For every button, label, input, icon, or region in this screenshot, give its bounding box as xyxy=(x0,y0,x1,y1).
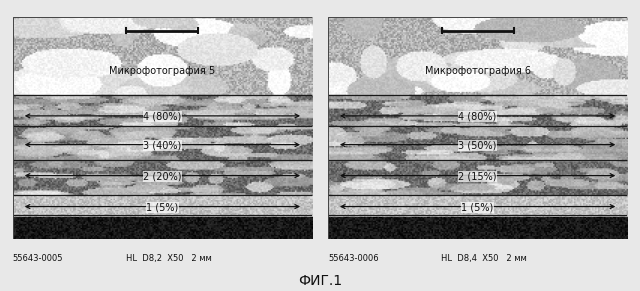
Text: 4 (80%): 4 (80%) xyxy=(458,111,497,121)
Text: Микрофотография 6: Микрофотография 6 xyxy=(424,65,531,76)
Text: Микрофотография 5: Микрофотография 5 xyxy=(109,65,216,76)
Text: HL  D8,2  X50   2 мм: HL D8,2 X50 2 мм xyxy=(125,254,211,263)
Text: 1 (5%): 1 (5%) xyxy=(461,202,493,212)
Text: 55643-0006: 55643-0006 xyxy=(328,254,379,263)
Text: 1 (5%): 1 (5%) xyxy=(147,202,179,212)
Text: HL  D8,4  X50   2 мм: HL D8,4 X50 2 мм xyxy=(441,254,527,263)
Text: 2 (15%): 2 (15%) xyxy=(458,171,497,181)
Text: 55643-0005: 55643-0005 xyxy=(13,254,63,263)
Text: 4 (80%): 4 (80%) xyxy=(143,111,182,121)
Text: 3 (40%): 3 (40%) xyxy=(143,140,182,150)
Text: ФИГ.1: ФИГ.1 xyxy=(298,274,342,288)
Text: 2 (20%): 2 (20%) xyxy=(143,171,182,181)
Text: 3 (50%): 3 (50%) xyxy=(458,140,497,150)
